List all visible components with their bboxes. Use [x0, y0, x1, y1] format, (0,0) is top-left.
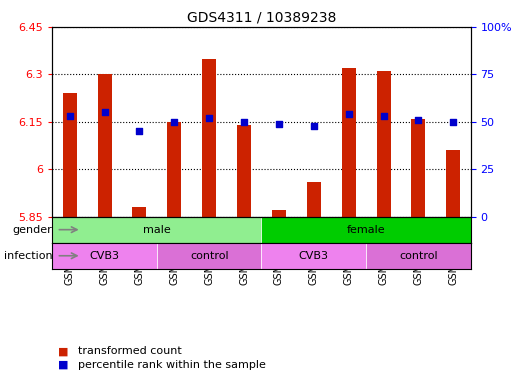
Bar	[377, 71, 391, 217]
Bar	[202, 58, 216, 217]
Point	[275, 121, 283, 127]
Bar	[63, 93, 77, 217]
Bar	[98, 74, 111, 217]
Text: female: female	[347, 225, 385, 235]
Point	[379, 113, 388, 119]
Point	[449, 119, 458, 125]
Text: CVB3: CVB3	[89, 251, 120, 261]
FancyBboxPatch shape	[262, 243, 366, 269]
Point	[310, 122, 318, 129]
Text: control: control	[190, 251, 229, 261]
FancyBboxPatch shape	[52, 243, 157, 269]
Point	[170, 119, 178, 125]
Point	[205, 115, 213, 121]
FancyBboxPatch shape	[262, 217, 471, 243]
Point	[100, 109, 109, 115]
FancyBboxPatch shape	[366, 243, 471, 269]
Point	[240, 119, 248, 125]
Bar	[446, 150, 460, 217]
Point	[345, 111, 353, 117]
Text: ■: ■	[58, 346, 68, 356]
Bar	[307, 182, 321, 217]
Point	[65, 113, 74, 119]
Bar	[132, 207, 146, 217]
Bar	[342, 68, 356, 217]
Text: male: male	[143, 225, 171, 235]
Bar	[272, 210, 286, 217]
Text: gender: gender	[13, 225, 52, 235]
Text: ■: ■	[58, 360, 68, 370]
Bar	[167, 122, 181, 217]
Point	[135, 128, 144, 134]
Title: GDS4311 / 10389238: GDS4311 / 10389238	[187, 10, 336, 24]
Text: transformed count: transformed count	[78, 346, 182, 356]
Text: percentile rank within the sample: percentile rank within the sample	[78, 360, 266, 370]
Text: CVB3: CVB3	[299, 251, 329, 261]
Bar	[237, 125, 251, 217]
Text: infection: infection	[4, 251, 52, 261]
Text: control: control	[399, 251, 438, 261]
Bar	[412, 119, 425, 217]
Point	[414, 117, 423, 123]
FancyBboxPatch shape	[52, 217, 262, 243]
FancyBboxPatch shape	[157, 243, 262, 269]
